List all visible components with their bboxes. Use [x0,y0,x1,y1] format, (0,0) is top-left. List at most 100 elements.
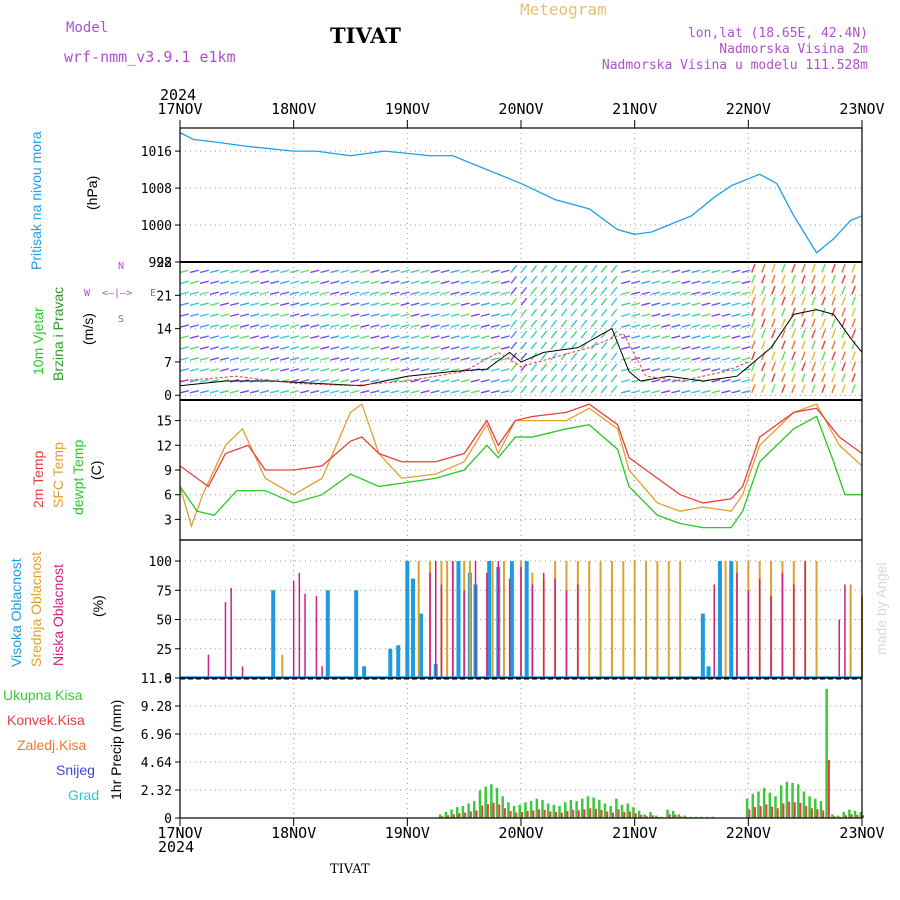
wind-barb [320,280,330,285]
precip-bar [455,807,459,818]
wind-barb [410,269,420,274]
wind-barb [310,291,320,296]
legend-total-rain: Ukupna Kisa [3,687,83,703]
precip-bar [586,796,590,818]
wind-barb [199,368,209,372]
wind-barb [340,291,350,296]
wind-barb [300,368,310,372]
wind-barb [801,329,806,339]
wind-barb [260,269,270,274]
wind-barb [460,269,470,274]
wind-barb [450,302,460,306]
cloud-bar [815,561,818,678]
wind-barb [731,324,741,328]
wind-barb [370,291,380,296]
wind-barb [791,351,796,361]
wind-barb [711,379,721,383]
wind-barb [711,269,721,274]
wind-barb [270,368,280,372]
wind-barb [781,318,786,328]
wind-barb [580,297,588,306]
wind-barb [621,324,631,328]
compass-s: S [118,314,125,325]
cloud-bar [610,561,613,678]
wind-barb [470,269,480,274]
wind-barb [520,385,528,394]
precip-tick-label: 0 [164,812,172,827]
precip-bar [615,798,618,818]
wind-barb [290,324,300,328]
wind-barb [510,363,518,372]
wind-barb [621,357,631,361]
wind-barb [761,362,766,372]
wind-barb [600,341,608,350]
wind-barb [420,368,430,372]
wind-barb [741,389,751,394]
wind-barb [851,307,856,317]
precip-bar [518,804,521,818]
wind-barb [741,346,751,350]
wind-barb [209,335,219,339]
wind-barb [510,275,518,284]
precip-bar [649,811,652,818]
wind-barb [791,384,796,394]
wind-barb [219,368,230,372]
precip-conv-bar [771,806,774,818]
wind-barb [380,280,390,285]
wind-barb [490,269,500,274]
wind-barb [400,346,410,350]
wind-barb [219,291,230,296]
wind-barb [841,340,846,350]
wind-barb [701,313,711,317]
wind-barb [631,313,641,317]
wind-barb [430,324,440,328]
precip-conv-bar [555,812,558,818]
wind-barb [721,368,731,372]
wind-barb [741,313,751,317]
precip-bar [671,810,675,818]
precip-tick-label: 2.32 [141,784,172,799]
wind-barb [219,324,230,328]
wind-barb [851,296,856,306]
time-tick-label-bottom: 18NOV [271,824,316,842]
wind-barb [550,363,558,372]
wind-barb [721,302,731,306]
precip-bar [541,799,544,818]
wind-barb [741,335,751,339]
wind-barb [580,286,588,295]
precip-bar [683,815,686,818]
precip-conv-bar [628,811,631,818]
cloud-bar [622,561,625,678]
wind-barb [841,362,846,372]
time-tick-label-bottom: 22NOV [726,824,771,842]
wind-barb [330,280,340,285]
wind-barb [681,357,691,361]
wind-barb [731,379,741,383]
time-tick-label-top: 18NOV [271,100,316,118]
cloud-bar [633,561,636,678]
wind-barb [570,352,578,361]
wind-barb [310,302,320,306]
wind-barb [751,351,756,361]
wind-barb [761,384,766,394]
wind-barb [781,384,786,394]
wind-barb [560,363,568,372]
wind-barb [661,346,671,350]
wind-barb [510,385,518,394]
cloud-bar [793,584,795,678]
wind-barb [320,346,330,350]
wind-barb [460,302,470,306]
wind-barb [310,389,320,394]
wind-barb [560,385,568,394]
station-title: TIVAT [330,23,401,48]
precip-bar [694,816,698,818]
cloud-bar [230,587,232,678]
wind-barb [390,346,400,350]
wind-barb [771,274,776,284]
wind-barb [691,346,701,350]
wind-barb [250,389,260,394]
cloud-tick-label: 0 [164,672,172,687]
wind-barb [540,374,548,383]
wind-barb [751,373,756,383]
wind-barb [721,335,731,339]
